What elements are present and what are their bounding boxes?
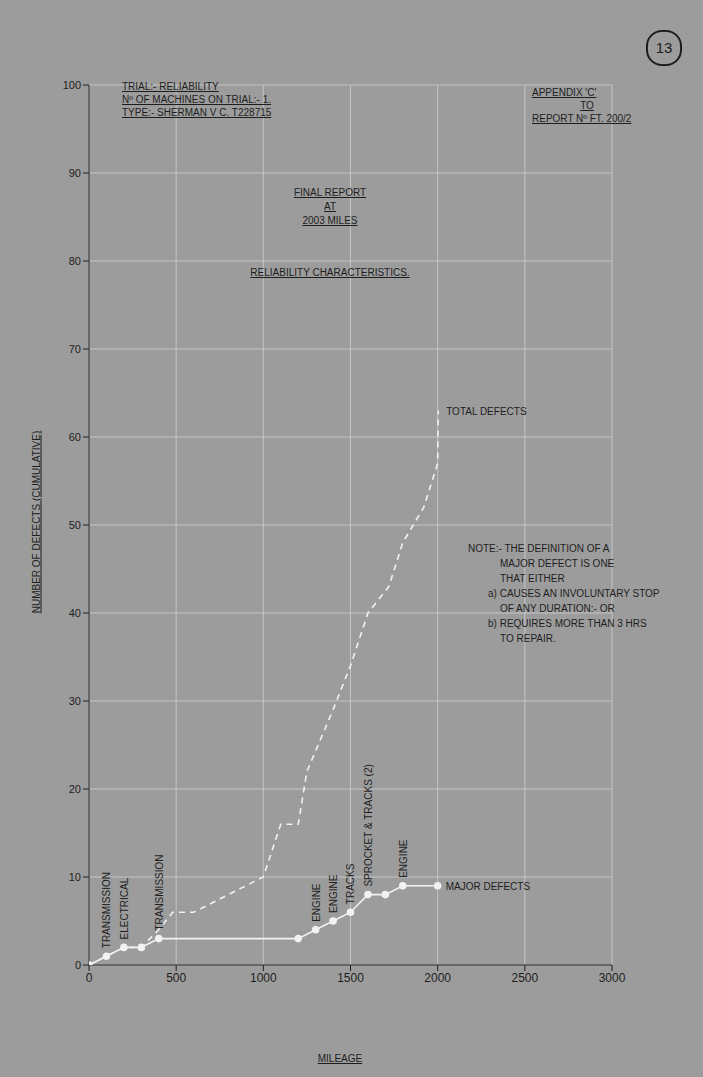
html-text:TRIAL:- RELIABILITY: TRIAL:- RELIABILITY (122, 81, 219, 92)
html-text:TO REPAIR.: TO REPAIR. (500, 633, 556, 644)
svg-text:TRANSMISSION: TRANSMISSION (101, 872, 112, 948)
html-text:Nº OF MACHINES ON TRIAL:- 1.: Nº OF MACHINES ON TRIAL:- 1. (122, 94, 271, 105)
html-text:NOTE:- THE DEFINITION OF A: NOTE:- THE DEFINITION OF A (468, 543, 610, 554)
svg-text:0: 0 (75, 959, 81, 971)
html-text:TYPE:- SHERMAN V C. T228715: TYPE:- SHERMAN V C. T228715 (122, 107, 272, 118)
svg-text:500: 500 (166, 971, 186, 985)
html-text:THAT EITHER: THAT EITHER (500, 573, 565, 584)
svg-text:40: 40 (69, 607, 81, 619)
html-text:NUMBER OF DEFECTS (CUMULATIVE): NUMBER OF DEFECTS (CUMULATIVE) (30, 430, 42, 614)
html-text:REPORT Nº FT. 200/2: REPORT Nº FT. 200/2 (532, 113, 632, 124)
svg-text:10: 10 (69, 871, 81, 883)
svg-text:ENGINE: ENGINE (398, 839, 409, 878)
html-text:2003 MILES: 2003 MILES (302, 215, 358, 226)
html-text:FINAL REPORT: FINAL REPORT (293, 187, 367, 198)
html-text:MILEAGE: MILEAGE (317, 1053, 363, 1064)
html-text:a) CAUSES AN INVOLUNTARY STOP: a) CAUSES AN INVOLUNTARY STOP (488, 588, 660, 599)
html-text:OF ANY DURATION:- OR: OF ANY DURATION:- OR (500, 603, 615, 614)
html-text:b) REQUIRES MORE THAN 3 HRS: b) REQUIRES MORE THAN 3 HRS (488, 618, 647, 629)
svg-text:TRANSMISSION: TRANSMISSION (154, 854, 165, 930)
html-text:APPENDIX 'C': APPENDIX 'C' (532, 87, 597, 98)
svg-text:MAJOR DEFECTS: MAJOR DEFECTS (446, 881, 531, 892)
svg-text:80: 80 (69, 255, 81, 267)
svg-text:2000: 2000 (424, 971, 451, 985)
svg-text:0: 0 (86, 971, 93, 985)
svg-text:ENGINE: ENGINE (328, 874, 339, 913)
html-text:13: 13 (655, 39, 673, 56)
svg-text:3000: 3000 (599, 971, 626, 985)
svg-text:ENGINE: ENGINE (311, 883, 322, 922)
svg-text:100: 100 (63, 79, 81, 91)
html-text:TO: TO (580, 100, 594, 111)
svg-text:30: 30 (69, 695, 81, 707)
svg-text:60: 60 (69, 431, 81, 443)
svg-text:SPROCKET & TRACKS (2): SPROCKET & TRACKS (2) (363, 764, 374, 886)
html-text:MAJOR DEFECT IS ONE: MAJOR DEFECT IS ONE (500, 558, 615, 569)
svg-text:2500: 2500 (511, 971, 538, 985)
svg-text:20: 20 (69, 783, 81, 795)
svg-text:90: 90 (69, 167, 81, 179)
svg-text:70: 70 (69, 343, 81, 355)
svg-text:50: 50 (69, 519, 81, 531)
html-text:AT: AT (324, 201, 336, 212)
svg-text:1500: 1500 (337, 971, 364, 985)
svg-text:TRACKS: TRACKS (346, 863, 357, 904)
svg-text:1000: 1000 (250, 971, 277, 985)
html-text:RELIABILITY CHARACTERISTICS.: RELIABILITY CHARACTERISTICS. (250, 267, 410, 278)
svg-text:TOTAL DEFECTS: TOTAL DEFECTS (446, 406, 527, 417)
svg-text:ELECTRICAL: ELECTRICAL (119, 877, 130, 939)
